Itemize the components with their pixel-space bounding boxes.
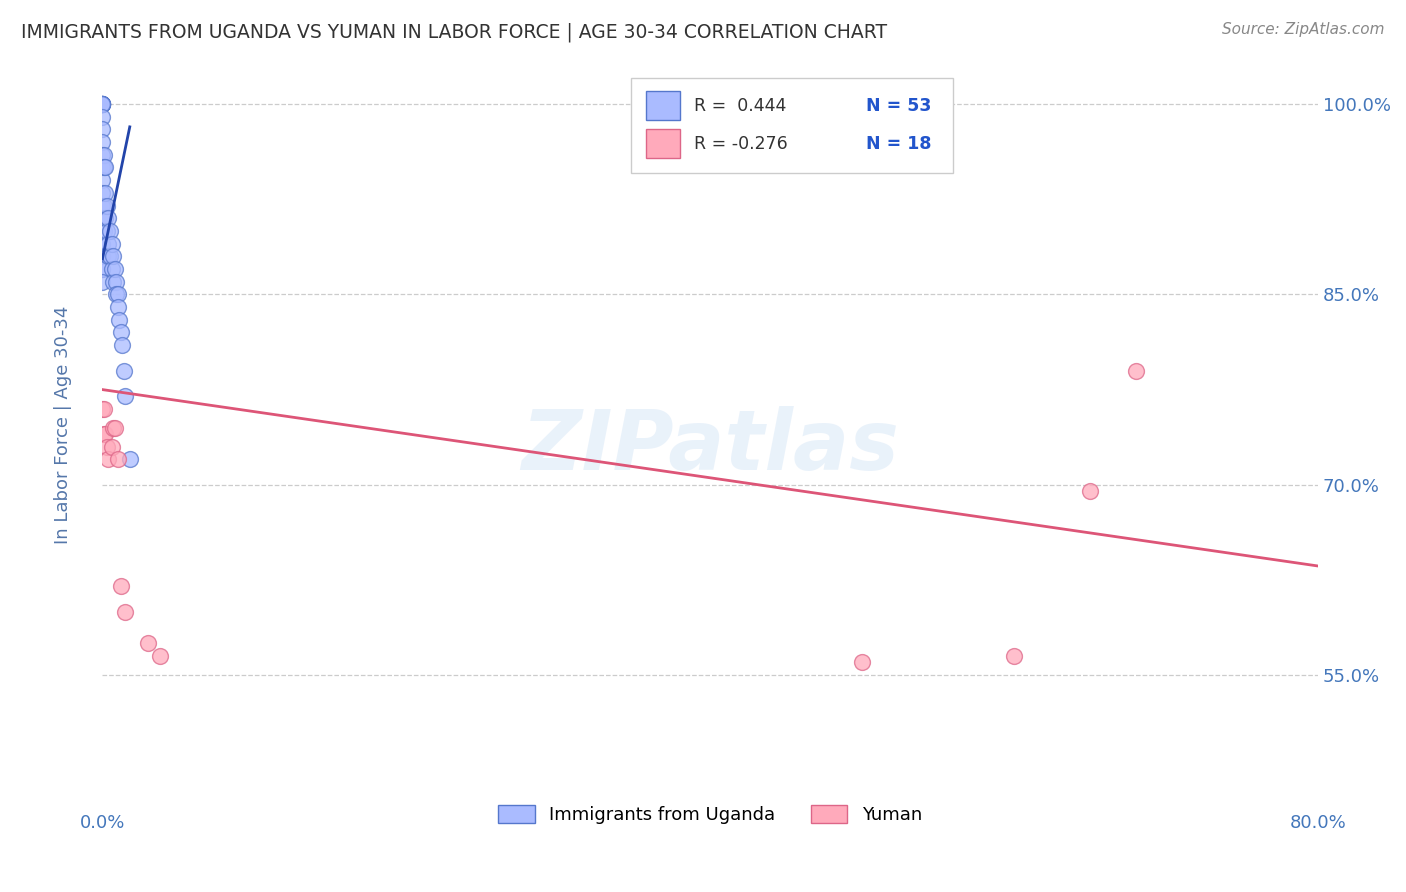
Point [107,300,129,314]
Point [851,656,873,670]
Point [91,211,114,226]
Point [91,224,114,238]
Point [91,97,114,112]
Text: N = 53: N = 53 [866,96,932,114]
Point [103,262,125,277]
Point [97,452,120,467]
Point [91,122,114,136]
Point [103,420,125,434]
Point [91,97,114,112]
FancyBboxPatch shape [645,91,681,120]
Point [97,249,120,263]
Legend: Immigrants from Uganda, Yuman: Immigrants from Uganda, Yuman [491,797,929,831]
Point [94,427,117,442]
FancyBboxPatch shape [631,78,953,173]
Point [111,338,134,352]
Point [101,275,124,289]
Point [93,427,115,442]
Point [100,236,122,251]
Point [91,97,114,112]
Text: R = -0.276: R = -0.276 [695,135,789,153]
Point [101,420,124,434]
Point [91,97,114,112]
Point [93,198,115,212]
Point [98,249,121,263]
Point [96,198,118,212]
Point [100,262,122,277]
Point [91,97,114,112]
Point [107,287,129,301]
Point [91,275,114,289]
Text: IMMIGRANTS FROM UGANDA VS YUMAN IN LABOR FORCE | AGE 30-34 CORRELATION CHART: IMMIGRANTS FROM UGANDA VS YUMAN IN LABOR… [21,22,887,42]
Point [105,287,128,301]
Point [91,262,114,277]
Point [101,249,124,263]
Point [136,636,159,650]
Point [97,236,120,251]
Point [97,211,120,226]
Text: 0.0%: 0.0% [80,814,125,832]
Point [110,579,132,593]
Text: 80.0%: 80.0% [1289,814,1347,832]
Text: In Labor Force | Age 30-34: In Labor Force | Age 30-34 [53,305,72,544]
Point [91,236,114,251]
Point [94,211,117,226]
Point [91,198,114,212]
Point [91,401,114,416]
Point [1125,363,1147,377]
Point [112,363,135,377]
Point [100,440,122,454]
Point [91,110,114,124]
Point [94,161,117,175]
FancyBboxPatch shape [645,129,681,158]
Text: R =  0.444: R = 0.444 [695,96,787,114]
Point [105,275,128,289]
Point [91,249,114,263]
Point [108,313,131,327]
Text: Source: ZipAtlas.com: Source: ZipAtlas.com [1222,22,1385,37]
Point [91,97,114,112]
Point [91,148,114,162]
Text: N = 18: N = 18 [866,135,932,153]
Point [93,401,115,416]
Point [91,249,114,263]
Point [114,605,136,619]
Point [91,97,114,112]
Point [93,148,115,162]
Point [149,649,172,664]
Point [98,224,121,238]
Point [93,224,115,238]
Point [1078,484,1101,499]
Point [114,389,136,403]
Text: ZIPatlas: ZIPatlas [522,406,900,487]
Point [96,224,118,238]
Point [110,326,132,340]
Point [91,97,114,112]
Point [91,173,114,187]
Point [91,262,114,277]
Point [118,452,141,467]
Point [91,186,114,200]
Point [91,135,114,149]
Point [93,161,115,175]
Point [107,452,129,467]
Point [1002,649,1025,664]
Point [94,186,117,200]
Point [91,161,114,175]
Point [96,440,118,454]
